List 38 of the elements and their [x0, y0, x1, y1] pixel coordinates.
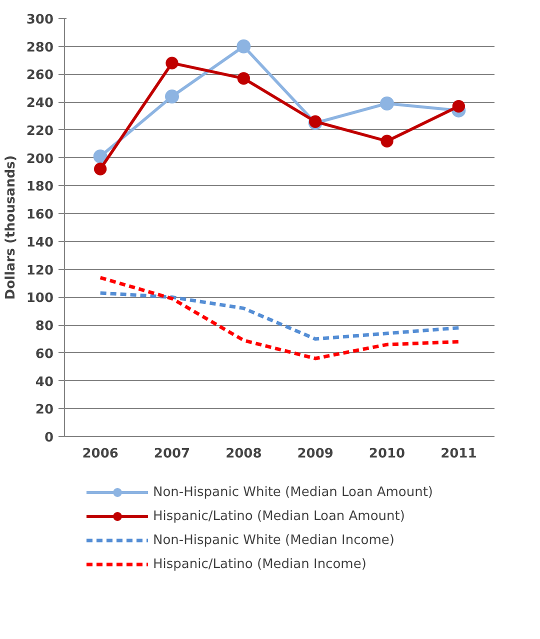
y-tick-label: 100: [26, 291, 54, 306]
y-tick-label: 140: [26, 235, 54, 250]
y-tick-label: 280: [26, 40, 54, 56]
point: [165, 90, 179, 104]
legend-label: Hispanic/Latino (Median Loan Amount): [153, 508, 405, 524]
x-tick-label: 2006: [82, 446, 118, 462]
x-tick-label: 2008: [226, 446, 262, 462]
y-tick-label: 160: [26, 208, 54, 223]
legend-label: Non-Hispanic White (Median Income): [153, 532, 394, 548]
line-series: [98, 291, 460, 341]
point: [236, 39, 251, 54]
point: [380, 96, 394, 110]
y-tick-label: 20: [35, 402, 54, 418]
point: [237, 72, 250, 85]
y-axis-title: Dollars (thousands): [3, 155, 18, 300]
x-tick-label: 2011: [440, 446, 477, 462]
y-tick-label: 240: [26, 96, 54, 112]
y-tick-label: 180: [26, 180, 54, 195]
y-tick-label: 300: [26, 12, 54, 28]
legend-label: Non-Hispanic White (Median Loan Amount): [153, 484, 434, 500]
y-tick-label: 120: [26, 263, 54, 278]
y-tick-label: 220: [26, 124, 54, 139]
y-tick-label: 200: [26, 152, 54, 167]
y-tick-label: 40: [35, 374, 54, 390]
y-tick-label: 260: [26, 68, 54, 84]
line-series: [98, 276, 460, 360]
legend-label: Hispanic/Latino (Median Income): [153, 556, 366, 572]
y-tick-label: 60: [35, 346, 54, 362]
point: [94, 162, 107, 176]
point: [166, 56, 178, 70]
y-tick-label: 0: [44, 430, 54, 446]
x-tick-label: 2010: [368, 446, 406, 462]
x-tick-label: 2007: [154, 446, 190, 462]
y-tick-label: 80: [35, 319, 54, 334]
point: [93, 149, 108, 164]
point: [380, 134, 394, 148]
x-tick-label: 2009: [297, 446, 334, 462]
point: [452, 100, 465, 113]
